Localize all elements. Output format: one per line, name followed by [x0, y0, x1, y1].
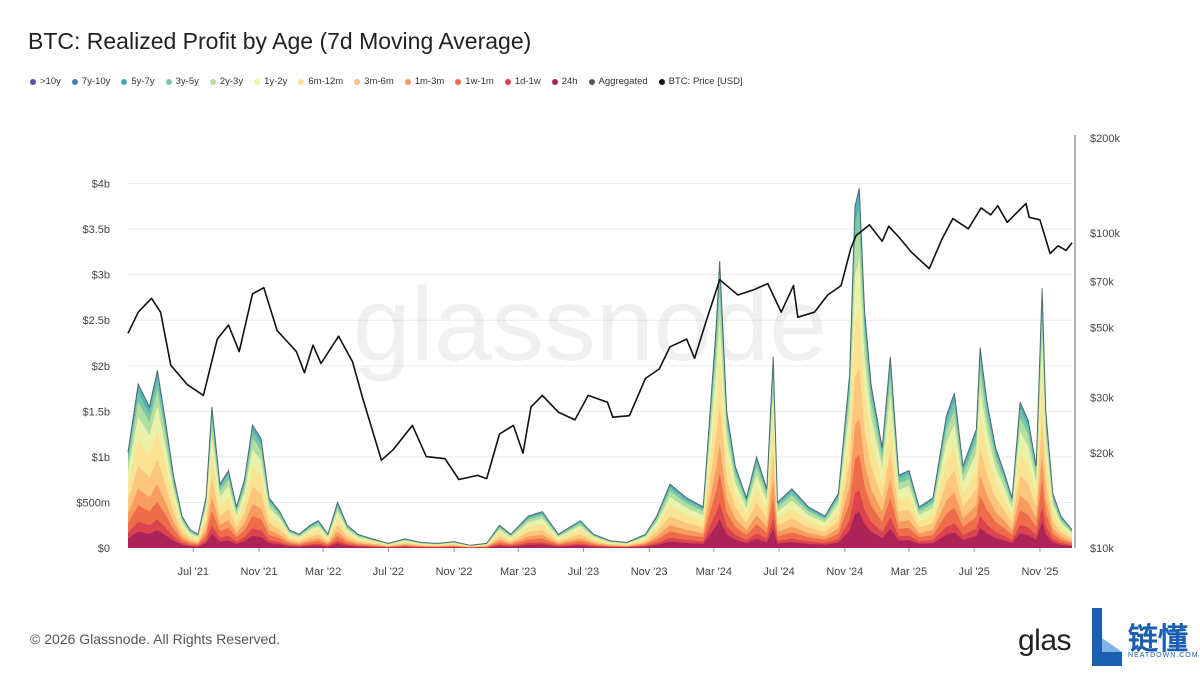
y-right-tick-label: $200k	[1090, 133, 1120, 145]
legend-label: 6m-12m	[308, 76, 344, 87]
x-tick-label: Jul '22	[373, 566, 404, 578]
legend-label: 1y-2y	[264, 76, 288, 87]
x-tick-label: Nov '22	[436, 566, 473, 578]
legend-item[interactable]: 5y-7y	[121, 76, 155, 87]
watermark: glassnode	[353, 267, 827, 383]
y-left-tick-label: $3.5b	[82, 224, 110, 236]
y-left-tick-label: $3b	[92, 270, 110, 282]
y-left-tick-label: $4b	[92, 179, 110, 191]
y-left-tick-label: $1.5b	[82, 406, 110, 418]
x-tick-label: Jul '24	[763, 566, 794, 578]
x-tick-label: Jul '21	[177, 566, 208, 578]
y-right-tick-label: $100k	[1090, 228, 1120, 240]
x-tick-label: Mar '22	[305, 566, 341, 578]
legend-item[interactable]: 6m-12m	[298, 76, 343, 87]
y-left-tick-label: $500m	[76, 497, 110, 509]
brand-l-icon	[1092, 608, 1122, 666]
x-tick-label: Nov '23	[631, 566, 668, 578]
legend-dot-icon	[455, 78, 462, 85]
legend-label: 24h	[561, 76, 578, 87]
brand-logo-text: glas	[1018, 624, 1072, 657]
legend-dot-icon	[404, 78, 411, 85]
legend-item[interactable]: 24h	[551, 76, 578, 87]
x-tick-label: Jul '25	[958, 566, 989, 578]
x-tick-label: Nov '24	[826, 566, 863, 578]
x-tick-label: Jul '23	[568, 566, 599, 578]
legend-label: 3m-6m	[364, 76, 394, 87]
legend-item[interactable]: 7y-10y	[71, 76, 111, 87]
brand-cn-text: 链懂	[1128, 622, 1188, 657]
legend-item[interactable]: >10y	[30, 76, 61, 87]
copyright-footer: © 2026 Glassnode. All Rights Reserved.	[30, 631, 281, 647]
y-right-tick-label: $50k	[1090, 323, 1114, 335]
legend-label: 5y-7y	[131, 76, 155, 87]
aggregated-profit-line	[127, 187, 1073, 546]
y-right-tick-label: $20k	[1090, 448, 1114, 460]
brand-logo: glas 链懂 NEATDOWN.COM	[1018, 608, 1198, 668]
brand-sub-text: NEATDOWN.COM	[1128, 652, 1199, 659]
x-tick-label: Nov '25	[1021, 566, 1058, 578]
y-right-tick-label: $70k	[1090, 277, 1114, 289]
legend-item[interactable]: 1y-2y	[254, 76, 287, 87]
x-tick-label: Mar '23	[500, 566, 536, 578]
legend-dot-icon	[30, 78, 36, 85]
chart-title: BTC: Realized Profit by Age (7d Moving A…	[28, 28, 532, 54]
legend-dot-icon	[254, 78, 261, 85]
legend-item[interactable]: 1w-1m	[455, 76, 494, 87]
legend-label: 3y-5y	[175, 76, 199, 87]
legend-item[interactable]: 3y-5y	[165, 76, 199, 87]
legend-label: Aggregated	[598, 76, 648, 87]
legend-label: >10y	[40, 76, 61, 87]
y-right-tick-label: $30k	[1090, 393, 1114, 405]
legend-label: 7y-10y	[81, 76, 111, 87]
legend-dot-icon	[504, 78, 511, 85]
legend-dot-icon	[209, 78, 216, 85]
legend-item[interactable]: 3m-6m	[354, 76, 394, 87]
legend-dot-icon	[165, 78, 172, 85]
legend-label: 1d-1w	[514, 76, 541, 87]
x-tick-label: Mar '25	[891, 566, 927, 578]
legend-label: 1m-3m	[414, 76, 445, 87]
legend-dot-icon	[121, 78, 128, 85]
legend-label: 1w-1m	[465, 76, 494, 87]
legend-dot-icon	[71, 78, 78, 85]
legend-label: BTC: Price [USD]	[668, 76, 743, 87]
profit-cohort-band	[128, 512, 1072, 548]
legend-dot-icon	[551, 78, 558, 85]
y-left-tick-label: $2.5b	[82, 315, 110, 327]
legend-item[interactable]: 1m-3m	[404, 76, 445, 87]
legend-label: 2y-3y	[219, 76, 244, 87]
y-right-tick-label: $10k	[1090, 543, 1114, 555]
legend-dot-icon	[658, 78, 665, 85]
legend-item[interactable]: 1d-1w	[504, 76, 541, 87]
x-tick-label: Mar '24	[696, 566, 732, 578]
legend-dot-icon	[354, 78, 361, 85]
chart: $0 $500m $1b $1.5b $2b $2.5b $3b $3.5b $4b $10k $2…	[76, 133, 1120, 578]
legend-item[interactable]: Aggregated	[588, 76, 648, 87]
btc-price-line	[127, 202, 1073, 481]
legend-dot-icon	[298, 78, 305, 85]
legend-item[interactable]: 2y-3y	[209, 76, 244, 87]
legend-item[interactable]: BTC: Price [USD]	[658, 76, 743, 87]
y-left-tick-label: $1b	[92, 452, 110, 464]
y-left-tick-label: $2b	[92, 361, 110, 373]
y-left-tick-label: $0	[98, 543, 110, 555]
legend-dot-icon	[588, 78, 595, 85]
x-tick-label: Nov '21	[240, 566, 277, 578]
legend: >10y 7y-10y 5y-7y 3y-5y 2y-3y 1y-2y 6m-12m 3m-6…	[30, 76, 754, 87]
